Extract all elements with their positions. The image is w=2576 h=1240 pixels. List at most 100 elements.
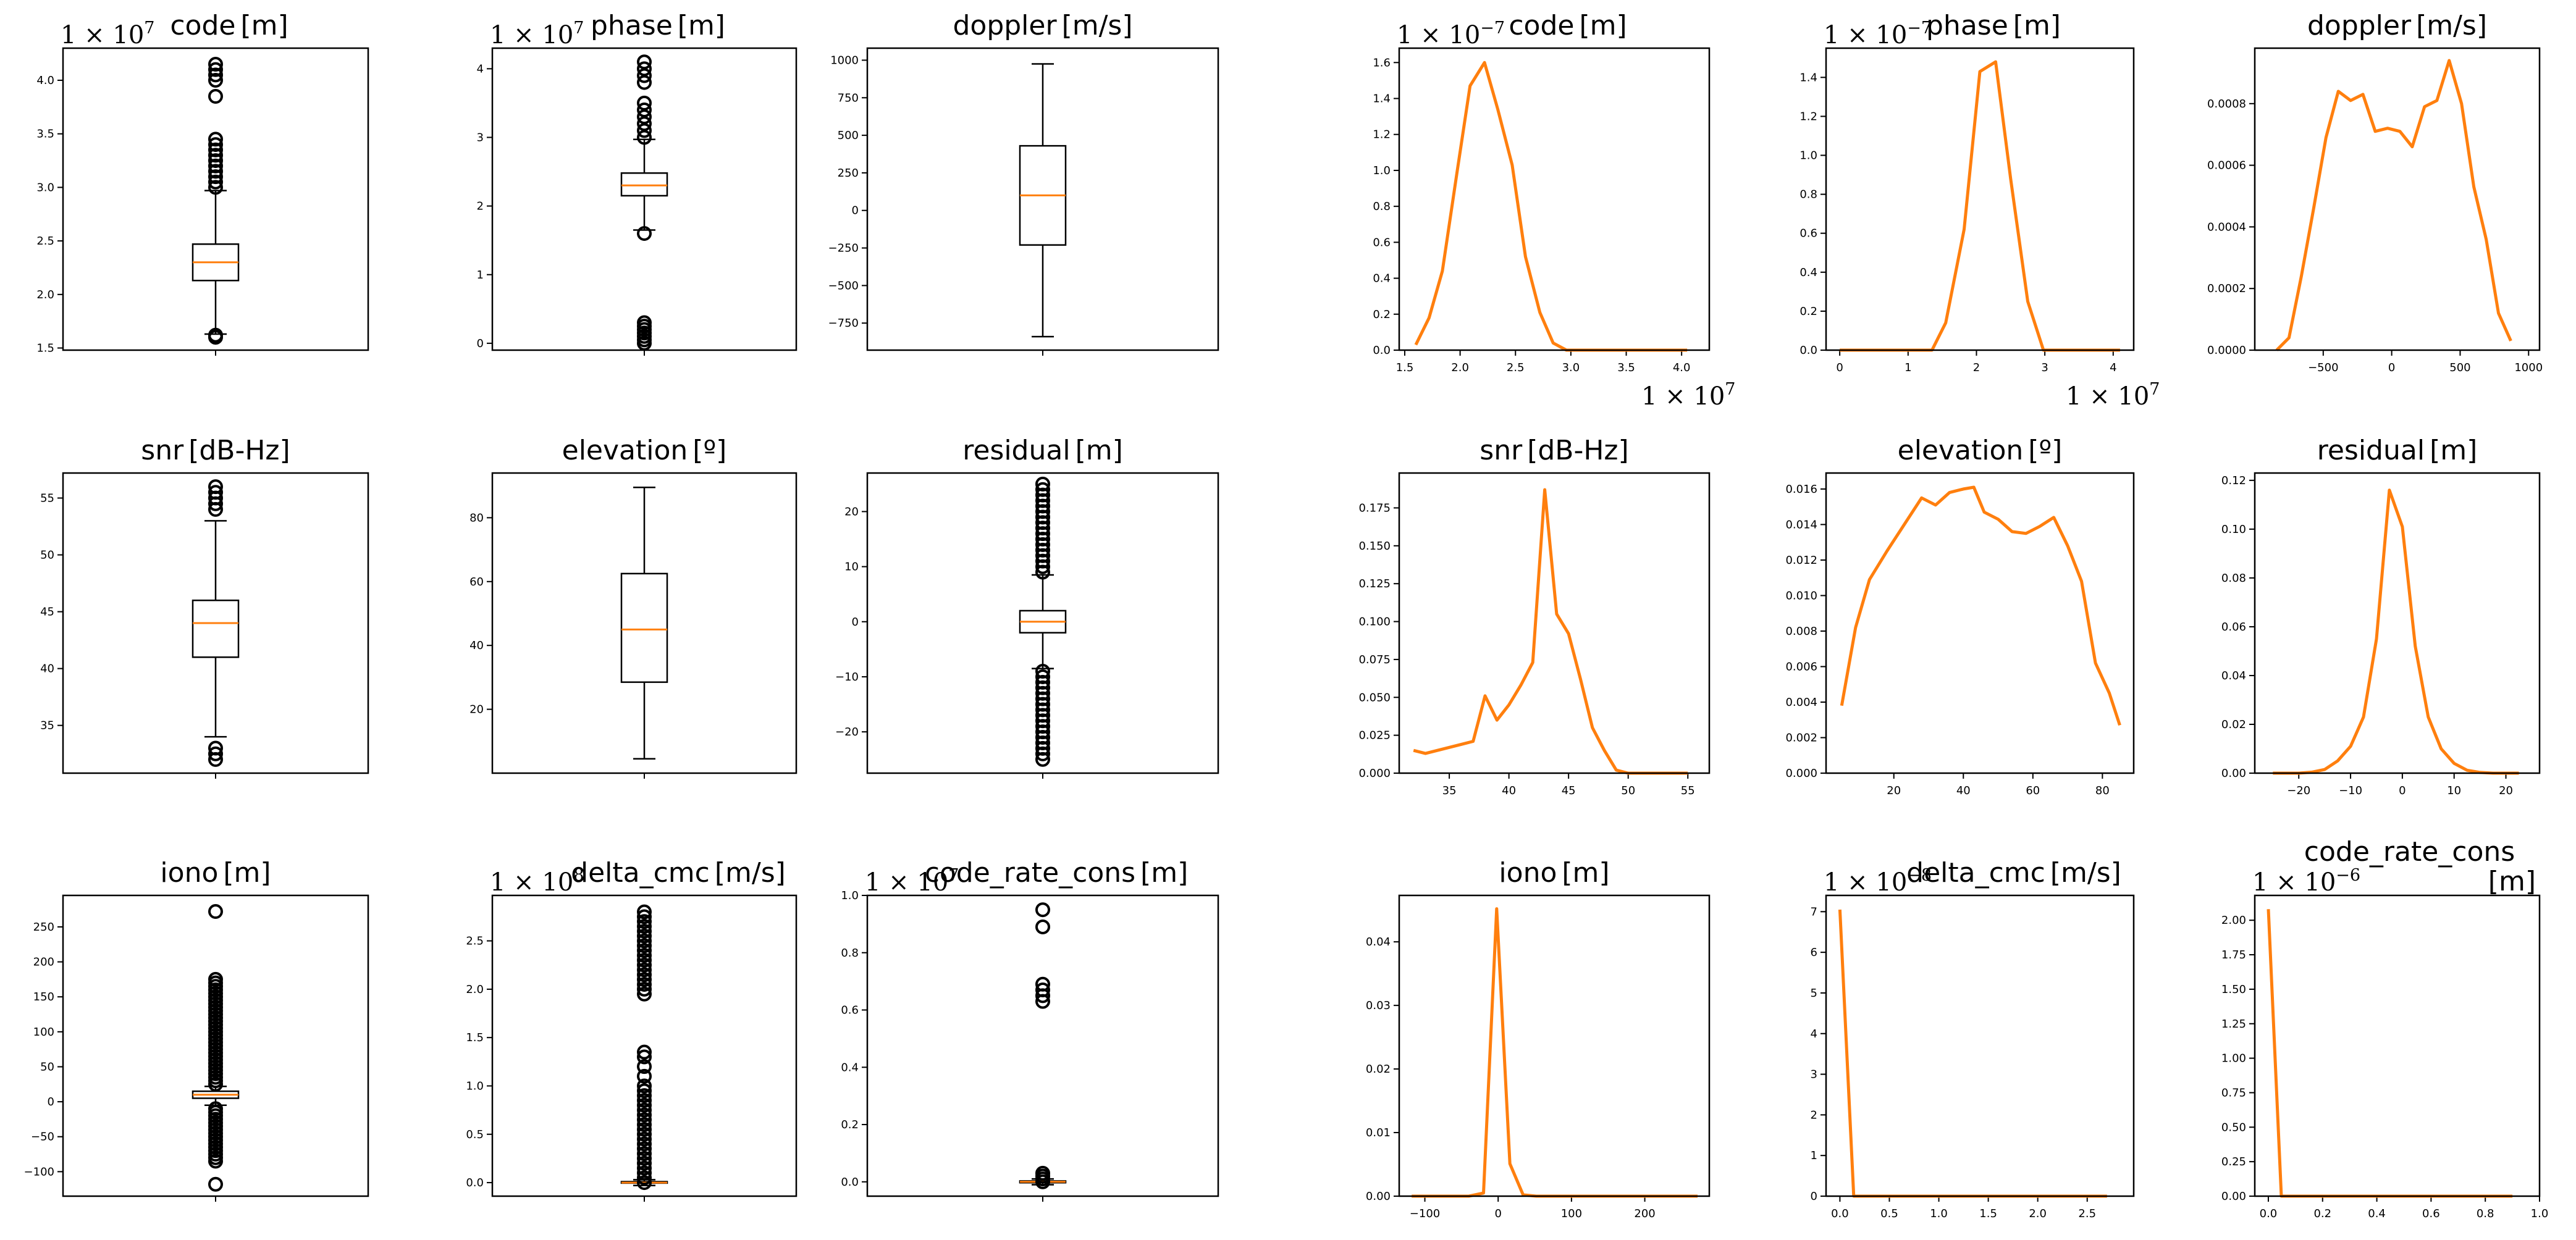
y-tick-label: 0.06 xyxy=(2221,621,2246,634)
x-tick-label: 20 xyxy=(1887,784,1901,797)
y-offset-label: 1 × 107 xyxy=(490,19,584,49)
y-tick-label: 0.0 xyxy=(466,1176,484,1189)
panel-box-code_rate_cons: 0.0 0.2 0.4 0.6 0.8 1.0 1 × 107code_rate_cons[… xyxy=(841,857,1219,1202)
y-tick-label: 0.6 xyxy=(1373,236,1391,249)
outlier-point xyxy=(208,62,223,77)
y-tick-label: 0.00 xyxy=(2221,1190,2246,1203)
y-tick-label: 1.5 xyxy=(466,1031,484,1044)
y-tick-label: 0.2 xyxy=(1373,308,1391,321)
y-tick-label: 0.01 xyxy=(1366,1126,1391,1139)
series-line xyxy=(1413,488,1688,775)
y-tick-label: 0.00 xyxy=(2221,767,2246,780)
y-tick-label: 0.2 xyxy=(841,1118,859,1131)
y-offset-label: 1 × 107 xyxy=(865,866,959,897)
outlier-point xyxy=(208,158,223,174)
y-tick-label: 0.25 xyxy=(2221,1155,2246,1168)
x-tick-label: 60 xyxy=(2026,784,2040,797)
x-tick-label: −500 xyxy=(2308,361,2338,374)
outlier-point xyxy=(1035,664,1050,679)
chart-title: elevation [º] xyxy=(562,435,727,466)
y-tick-label: 0.125 xyxy=(1358,577,1391,590)
x-tick-label: −10 xyxy=(2339,784,2362,797)
axes-frame xyxy=(1398,472,1711,774)
y-tick-label: 6 xyxy=(1811,946,1817,959)
x-tick-label: 20 xyxy=(2499,784,2513,797)
y-tick-label: 0.4 xyxy=(1373,272,1391,285)
y-tick-label: 150 xyxy=(33,991,54,1003)
outlier-point xyxy=(637,1088,652,1104)
y-tick-label: 0.03 xyxy=(1366,999,1391,1012)
y-tick-label: 0.04 xyxy=(2221,669,2246,682)
y-tick-label: 0.8 xyxy=(1799,188,1817,201)
axes-frame xyxy=(866,894,1219,1197)
outlier-point xyxy=(637,904,652,920)
outlier-point xyxy=(637,981,652,997)
x-tick-label: 0 xyxy=(2399,784,2406,797)
outlier-point xyxy=(208,327,223,343)
outlier-point xyxy=(1035,504,1050,519)
y-tick-label: 1.0 xyxy=(1373,164,1391,177)
x-tick-label: 0.0 xyxy=(1831,1207,1849,1220)
x-tick-label: 4.0 xyxy=(1673,361,1691,374)
x-tick-label: 1000 xyxy=(2514,361,2543,374)
outlier-point xyxy=(637,938,652,953)
y-tick-label: 3.0 xyxy=(36,181,54,194)
outlier-point xyxy=(208,1101,223,1116)
axes-frame xyxy=(1398,47,1711,351)
y-tick-label: 0.000 xyxy=(1785,767,1817,780)
x-tick-label: 2.0 xyxy=(2029,1207,2047,1220)
outlier-point xyxy=(637,1059,652,1075)
panel-box-doppler: −750 −500 −250 0 250 500 750 1000 doppler [m/s] xyxy=(828,10,1219,356)
outlier-point xyxy=(1035,702,1050,718)
outlier-point xyxy=(208,153,223,169)
y-tick-label: 0.0008 xyxy=(2207,98,2246,111)
y-tick-label: 0.100 xyxy=(1358,616,1391,629)
y-tick-label: 0.004 xyxy=(1785,696,1817,709)
y-tick-label: 0.0 xyxy=(1799,344,1817,357)
outlier-point xyxy=(208,164,223,179)
y-offset-label: 1 × 10−6 xyxy=(2252,866,2360,897)
outlier-point xyxy=(208,142,223,157)
y-tick-label: 1 xyxy=(477,269,484,282)
x-tick-label: 0 xyxy=(1836,361,1843,374)
y-tick-label: 35 xyxy=(40,719,54,732)
y-tick-label: 0.8 xyxy=(841,947,859,960)
y-tick-label: 0.050 xyxy=(1358,691,1391,704)
x-tick-label: 0.5 xyxy=(1880,1207,1898,1220)
y-tick-label: 0.4 xyxy=(841,1061,859,1074)
outlier-point xyxy=(208,67,223,83)
chart-title: phase [m] xyxy=(591,10,725,41)
y-tick-label: 4 xyxy=(1811,1028,1817,1041)
axes-frame xyxy=(491,894,798,1197)
x-tick-label: 2.0 xyxy=(1451,361,1469,374)
y-tick-label: 0.150 xyxy=(1358,540,1391,553)
x-tick-label: 80 xyxy=(2095,784,2110,797)
y-tick-label: 50 xyxy=(40,1060,54,1073)
y-tick-label: 60 xyxy=(469,576,484,589)
y-tick-label: 0.6 xyxy=(841,1004,859,1017)
outlier-point xyxy=(637,933,652,949)
outlier-point xyxy=(637,95,652,111)
x-tick-label: −100 xyxy=(1410,1207,1440,1220)
y-tick-label: 3 xyxy=(1811,1068,1817,1081)
outlier-point xyxy=(637,923,652,939)
x-tick-label: 0 xyxy=(1494,1207,1501,1220)
outlier-point xyxy=(208,137,223,153)
y-tick-label: 5 xyxy=(1811,987,1817,1000)
outlier-point xyxy=(208,1176,223,1192)
outlier-point xyxy=(1035,713,1050,729)
outlier-point xyxy=(637,1117,652,1133)
outlier-point xyxy=(1035,509,1050,525)
axes-frame xyxy=(2254,472,2541,774)
outlier-point xyxy=(637,948,652,963)
y-tick-label: 1.75 xyxy=(2221,949,2246,961)
y-tick-label: 0.175 xyxy=(1358,501,1391,514)
axes-frame xyxy=(866,472,1219,774)
x-tick-label: 200 xyxy=(1634,1207,1655,1220)
x-tick-label: 10 xyxy=(2447,784,2461,797)
chart-title: residual [m] xyxy=(962,435,1123,466)
y-tick-label: 1.25 xyxy=(2221,1018,2246,1031)
outlier-point xyxy=(1035,542,1050,558)
outlier-point xyxy=(1035,730,1050,745)
outlier-point xyxy=(208,57,223,72)
